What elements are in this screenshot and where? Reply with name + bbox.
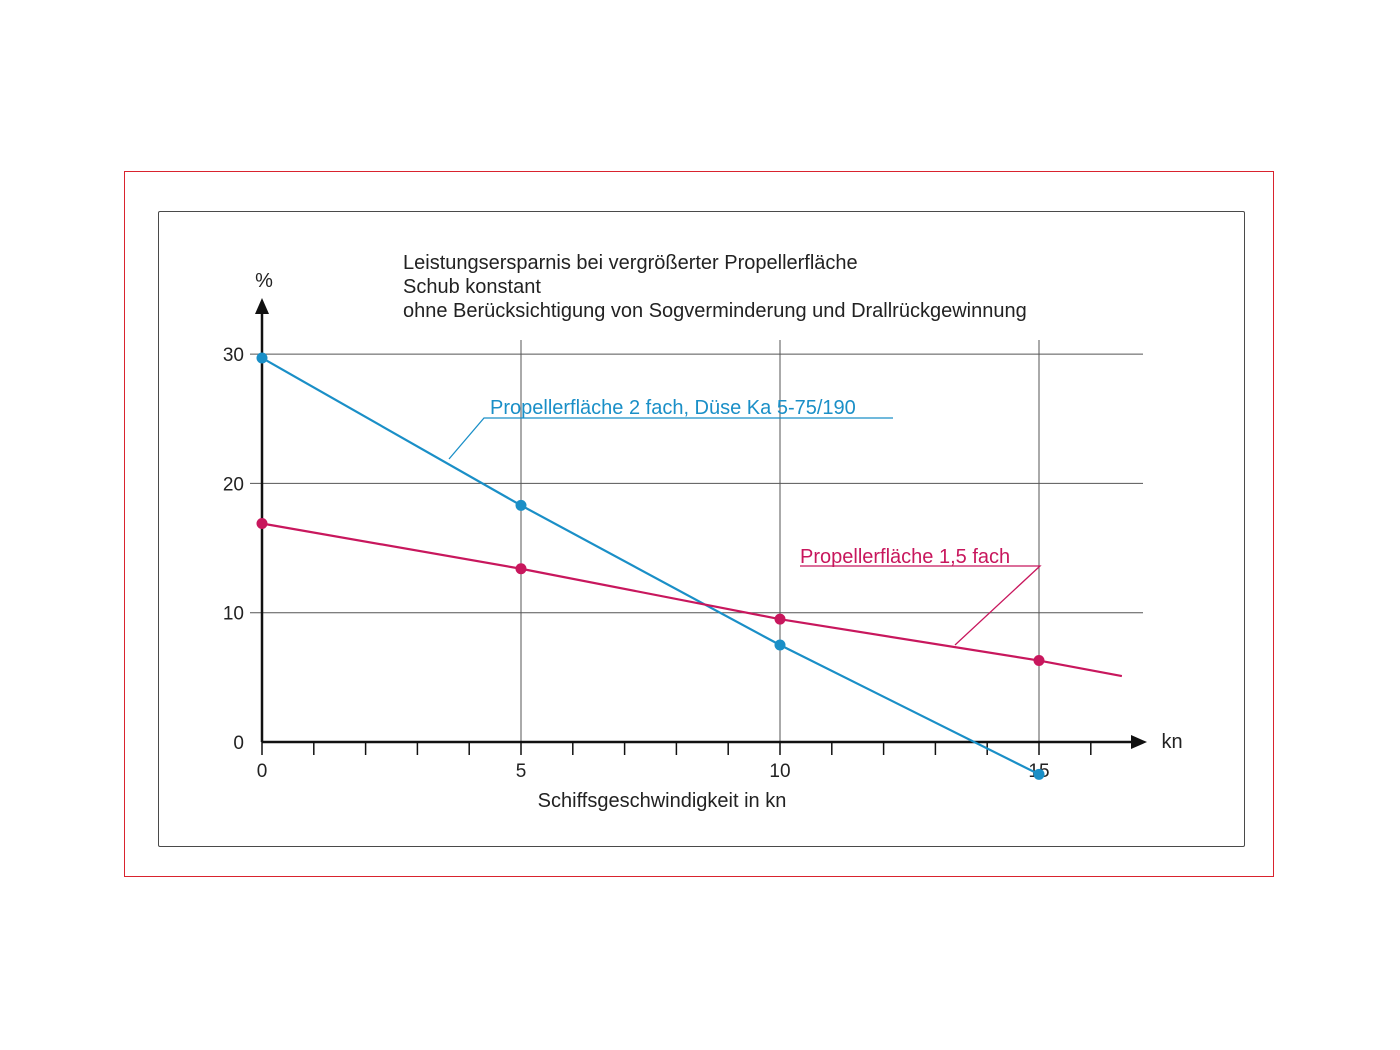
x-minor-ticks bbox=[261, 742, 1092, 755]
y-tick-label: 30 bbox=[223, 345, 244, 366]
series bbox=[256, 352, 1123, 780]
series-1-point bbox=[774, 639, 786, 651]
series-1-point bbox=[515, 499, 527, 511]
series-2-point bbox=[256, 517, 268, 529]
x-tick-label: 0 bbox=[257, 761, 268, 782]
grid bbox=[250, 340, 1143, 755]
chart-frame bbox=[158, 211, 1245, 847]
series-2-label: Propellerfläche 1,5 fach bbox=[800, 546, 1010, 568]
x-tick-label: 5 bbox=[516, 761, 527, 782]
x-unit-label: kn bbox=[1161, 731, 1182, 753]
chart-title-line-1: Leistungsersparnis bei vergrößerter Prop… bbox=[403, 252, 858, 274]
series-2-annotation: Propellerfläche 1,5 fach bbox=[800, 546, 1042, 646]
series-1-line bbox=[261, 357, 1040, 776]
y-tick-label: 0 bbox=[233, 733, 244, 754]
x-axis-arrow bbox=[1131, 735, 1147, 749]
y-axis-arrow bbox=[255, 298, 269, 314]
y-tick-label: 10 bbox=[223, 604, 244, 625]
series-1-leader-line bbox=[448, 417, 893, 460]
series-1-point bbox=[1033, 768, 1045, 780]
series-2-point bbox=[774, 613, 786, 625]
chart-title-line-2: Schub konstant bbox=[403, 276, 541, 298]
x-axis-title: Schiffsgeschwindigkeit in kn bbox=[538, 790, 787, 812]
series-2-leader-line bbox=[800, 565, 1042, 646]
series-1-point bbox=[256, 352, 268, 364]
series-2-point bbox=[1033, 655, 1045, 667]
series-2-point bbox=[515, 563, 527, 575]
series-1-label: Propellerfläche 2 fach, Düse Ka 5-75/190 bbox=[490, 397, 856, 419]
y-unit-label: % bbox=[255, 270, 273, 292]
chart-title-line-3: ohne Berücksichtigung von Sogverminderun… bbox=[403, 300, 1027, 322]
axes bbox=[255, 298, 1147, 749]
series-1-annotation: Propellerfläche 2 fach, Düse Ka 5-75/190 bbox=[448, 397, 893, 460]
x-tick-label: 10 bbox=[769, 761, 790, 782]
outer-frame bbox=[124, 171, 1274, 877]
y-tick-label: 20 bbox=[223, 474, 244, 495]
